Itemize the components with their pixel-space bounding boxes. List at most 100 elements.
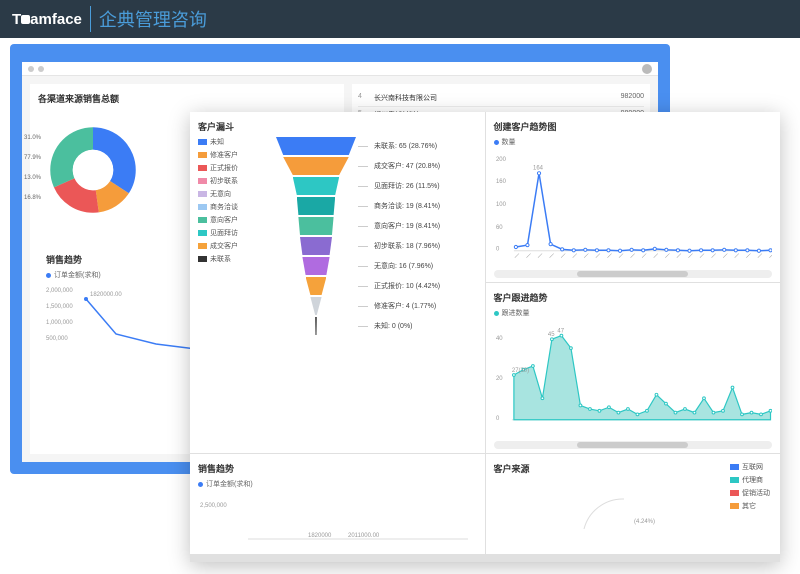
brand-title: 企典管理咨询 [90, 6, 207, 32]
panel-title: 客户漏斗 [198, 120, 477, 133]
legend-swatch [198, 230, 207, 236]
funnel-row: 意向客户: 19 (8.41%) [276, 217, 477, 235]
svg-text:2,000,000: 2,000,000 [46, 288, 73, 294]
svg-text:—: — [582, 252, 590, 260]
series-label: 跟进数量 [502, 308, 530, 318]
legend-swatch [730, 464, 739, 470]
funnel-segment [276, 297, 356, 315]
legend-label: 正式报价 [210, 163, 238, 173]
row-index: 4 [358, 93, 374, 103]
funnel-label: 初步联系: 18 (7.96%) [374, 241, 440, 251]
funnel-row: 见面拜访: 26 (11.5%) [276, 177, 477, 195]
scroll-thumb[interactable] [577, 442, 688, 448]
table-row[interactable]: 4长兴南科技有限公司982000 [358, 90, 644, 107]
svg-text:164: 164 [533, 165, 544, 171]
legend-label: 无意向 [210, 189, 231, 199]
series-dot-icon [494, 311, 499, 316]
funnel-row: 未联系: 65 (28.76%) [276, 137, 477, 155]
logo-square-icon [21, 15, 30, 24]
chart-scrollbar[interactable] [494, 270, 773, 278]
svg-text:—: — [732, 252, 740, 260]
connector-line [358, 206, 368, 207]
svg-text:—: — [651, 252, 659, 260]
legend-label: 代理商 [742, 475, 763, 485]
panel-title: 销售趋势 [198, 462, 477, 475]
area-chart: 40 20 0 454727(30) [494, 322, 773, 432]
connector-line [358, 186, 368, 187]
create-customer-trend-panel: 创建客户趋势图 数量 200 160 100 60 0 164—————————… [486, 112, 781, 282]
scroll-thumb[interactable] [577, 271, 688, 277]
pie-chart: 31.0% 77.9% 13.0% 16.8% [48, 125, 138, 215]
svg-text:2011000.00: 2011000.00 [348, 533, 380, 539]
peak-label: 1820000.00 [90, 292, 122, 298]
row-value: 982000 [594, 93, 644, 103]
svg-text:—: — [605, 252, 613, 260]
connector-line [358, 226, 368, 227]
panel-title: 创建客户趋势图 [494, 120, 773, 133]
panel-sub: 数量 [494, 137, 773, 147]
svg-text:—: — [628, 252, 636, 260]
funnel-body: 未知修准客户正式报价初步联系无意向商务洽谈意向客户见面拜访成交客户未联系 未联系… [198, 137, 477, 337]
foreground-dashboard: 创建客户趋势图 数量 200 160 100 60 0 164—————————… [190, 112, 780, 562]
sales-line-chart: 2,000,000 1,500,000 1,000,000 500,000 18… [46, 284, 206, 354]
legend-swatch [198, 191, 207, 197]
avatar-icon[interactable] [642, 64, 652, 74]
sales-mini-chart: 2,500,000 1820000 2011000.00 [198, 493, 477, 543]
funnel-segment [276, 197, 356, 215]
connector-line [358, 266, 368, 267]
legend-label: 未知 [210, 137, 224, 147]
svg-text:—: — [721, 252, 729, 260]
legend-swatch [730, 490, 739, 496]
line-chart: 200 160 100 60 0 164————————————————————… [494, 151, 773, 261]
svg-text:40: 40 [495, 336, 502, 342]
legend-item: 未知 [198, 137, 276, 147]
pie-label: 16.8% [24, 195, 41, 201]
svg-text:20: 20 [495, 376, 502, 382]
legend-swatch [198, 165, 207, 171]
svg-text:—: — [524, 252, 532, 260]
svg-text:—: — [547, 252, 555, 260]
panel-title: 各渠道来源销售总额 [38, 92, 336, 105]
legend-item: 成交客户 [198, 241, 276, 251]
sales-trend-panel: 销售趋势 订单金额(求和) 2,500,000 1820000 2011000.… [190, 454, 485, 554]
series-label: 数量 [502, 137, 516, 147]
svg-text:47: 47 [557, 329, 564, 335]
logo-text-b: amface [30, 11, 82, 28]
svg-text:—: — [663, 252, 671, 260]
connector-line [358, 166, 368, 167]
funnel-legend: 未知修准客户正式报价初步联系无意向商务洽谈意向客户见面拜访成交客户未联系 [198, 137, 276, 337]
connector-line [358, 286, 368, 287]
funnel-row: 正式报价: 10 (4.42%) [276, 277, 477, 295]
svg-text:200: 200 [495, 157, 506, 163]
svg-text:—: — [536, 252, 544, 260]
svg-text:—: — [686, 252, 694, 260]
svg-text:—: — [640, 252, 648, 260]
legend-label: 促销活动 [742, 488, 770, 498]
funnel-segment [276, 177, 356, 195]
legend-swatch [198, 204, 207, 210]
svg-text:—: — [756, 252, 764, 260]
legend-label: 初步联系 [210, 176, 238, 186]
legend-item: 正式报价 [198, 163, 276, 173]
customer-source-panel: 客户来源 互联网代理商促销活动其它 (4.24%) [486, 454, 781, 554]
legend-item: 意向客户 [198, 215, 276, 225]
svg-text:1,500,000: 1,500,000 [46, 304, 73, 310]
series-dot-icon [198, 482, 203, 487]
chart-scrollbar[interactable] [494, 441, 773, 449]
window-bar [22, 62, 658, 76]
window-dot [28, 66, 34, 72]
svg-text:—: — [767, 252, 772, 260]
funnel-row: 修准客户: 4 (1.77%) [276, 297, 477, 315]
customer-followup-panel: 客户跟进趋势 跟进数量 40 20 0 454727(30) [486, 283, 781, 453]
customer-funnel-panel: 客户漏斗 未知修准客户正式报价初步联系无意向商务洽谈意向客户见面拜访成交客户未联… [190, 112, 485, 453]
svg-text:—: — [698, 252, 706, 260]
funnel-segment [276, 257, 356, 275]
funnel-label: 无意向: 16 (7.96%) [374, 261, 433, 271]
svg-text:45: 45 [547, 332, 554, 338]
svg-text:—: — [513, 252, 521, 260]
funnel-label: 正式报价: 10 (4.42%) [374, 281, 440, 291]
logo-text-a: T [12, 11, 21, 28]
svg-text:—: — [570, 252, 578, 260]
legend-item: 商务洽谈 [198, 202, 276, 212]
legend-swatch [730, 503, 739, 509]
